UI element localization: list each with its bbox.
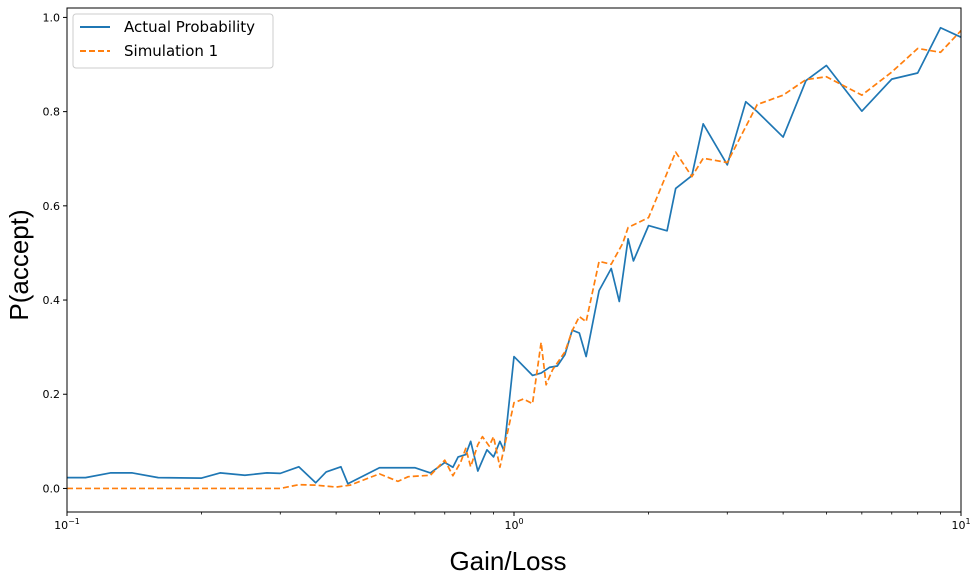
series-line-2 xyxy=(67,30,962,490)
plot-area xyxy=(66,7,962,513)
y-axis-title: P(accept) xyxy=(4,209,34,320)
y-tick-label: 0.2 xyxy=(43,388,61,401)
x-tick-label: 101 xyxy=(951,517,970,532)
legend-box xyxy=(72,13,274,69)
x-axis: 10−1 100 101 xyxy=(54,512,970,532)
y-tick-label: 0.4 xyxy=(43,294,61,307)
x-axis-title: Gain/Loss xyxy=(449,546,566,576)
legend-label-2: Simulation 1 xyxy=(124,42,218,60)
x-tick-label: 10−1 xyxy=(54,517,80,532)
x-tick-label: 100 xyxy=(504,517,523,532)
y-tick-label: 0.0 xyxy=(43,482,61,495)
y-tick-label: 1.0 xyxy=(43,11,61,24)
legend-label-1: Actual Probability xyxy=(124,18,255,36)
y-tick-label: 0.8 xyxy=(43,106,61,119)
plot-frame xyxy=(66,7,962,513)
legend: Actual Probability Simulation 1 xyxy=(72,13,274,69)
y-tick-label: 0.6 xyxy=(43,200,61,213)
series-line-1 xyxy=(67,26,962,485)
y-axis: 0.0 0.2 0.4 0.6 0.8 1.0 xyxy=(43,11,67,495)
